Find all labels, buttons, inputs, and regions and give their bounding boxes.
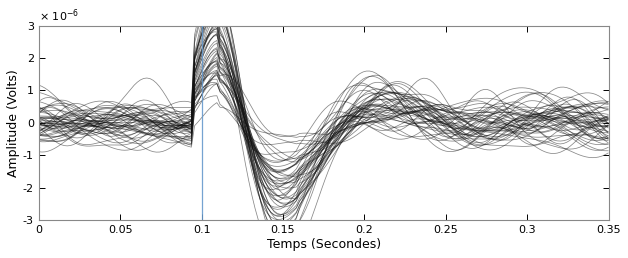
Y-axis label: Amplitude (Volts): Amplitude (Volts) [7, 69, 20, 177]
X-axis label: Temps (Secondes): Temps (Secondes) [267, 238, 381, 251]
Text: $\times\ 10^{-6}$: $\times\ 10^{-6}$ [39, 7, 78, 23]
